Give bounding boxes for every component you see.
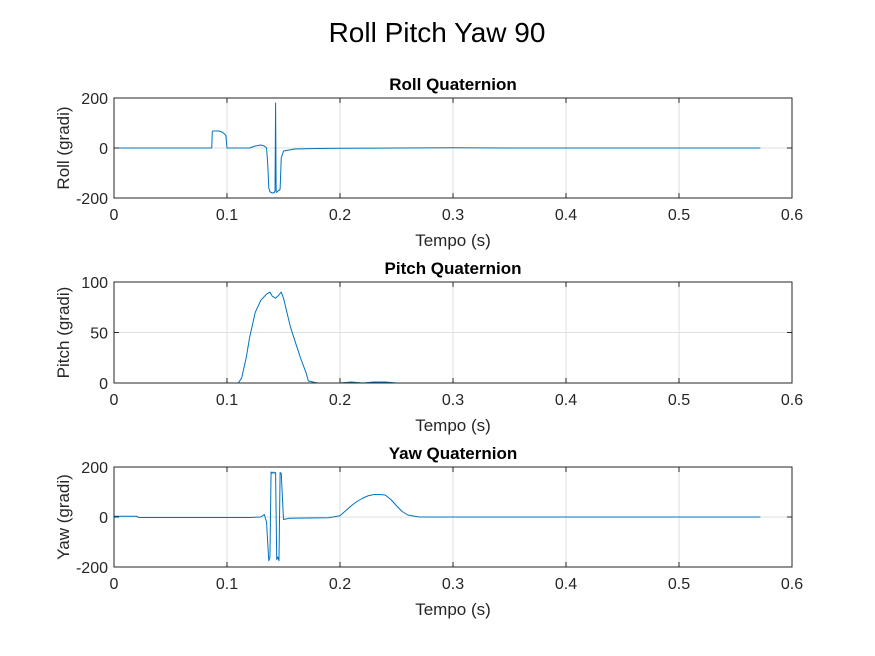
pitch-ylabel: Pitch (gradi) (54, 287, 73, 379)
yaw-xtick-label-5: 0.5 (668, 576, 690, 593)
pitch-ytick-label-1: 50 (90, 326, 108, 343)
roll-ytick-label-1: 0 (99, 141, 108, 158)
yaw-xtick-label-1: 0.1 (216, 576, 238, 593)
yaw-xlabel: Tempo (s) (415, 600, 491, 619)
roll-xtick-label-3: 0.3 (442, 207, 464, 224)
roll-xtick-label-6: 0.6 (781, 207, 803, 224)
roll-xtick-label-1: 0.1 (216, 207, 238, 224)
yaw-ytick-label-2: 200 (81, 460, 108, 477)
pitch-xtick-label-3: 0.3 (442, 392, 464, 409)
roll-title: Roll Quaternion (389, 75, 517, 94)
pitch-series-line-0 (114, 291, 761, 384)
roll-xtick-label-4: 0.4 (555, 207, 577, 224)
yaw-ytick-label-1: 0 (99, 510, 108, 527)
roll-xtick-label-5: 0.5 (668, 207, 690, 224)
roll-xlabel: Tempo (s) (415, 231, 491, 250)
yaw-series-line-0 (114, 471, 761, 562)
pitch-xtick-label-1: 0.1 (216, 392, 238, 409)
yaw-xtick-label-4: 0.4 (555, 576, 577, 593)
pitch-title: Pitch Quaternion (385, 259, 522, 278)
pitch-ytick-label-2: 100 (81, 275, 108, 292)
pitch-grid (113, 281, 793, 384)
pitch-xtick-label-2: 0.2 (329, 392, 351, 409)
pitch-ytick-label-0: 0 (99, 376, 108, 393)
yaw-title: Yaw Quaternion (389, 444, 517, 463)
yaw-ytick-label-0: -200 (76, 560, 108, 577)
roll-series-line-0 (114, 102, 761, 194)
roll-xtick-label-0: 0 (110, 207, 119, 224)
roll-ytick-label-2: 200 (81, 91, 108, 108)
pitch-xlabel: Tempo (s) (415, 416, 491, 435)
pitch-xtick-label-6: 0.6 (781, 392, 803, 409)
figure-title: Roll Pitch Yaw 90 (329, 17, 546, 48)
yaw-xtick-label-3: 0.3 (442, 576, 464, 593)
pitch-xtick-label-5: 0.5 (668, 392, 690, 409)
yaw-xtick-label-0: 0 (110, 576, 119, 593)
roll-ylabel: Roll (gradi) (54, 106, 73, 189)
yaw-ylabel: Yaw (gradi) (54, 474, 73, 560)
pitch-subplot: 0 0.1 0.2 0.3 0.4 0.5 0.6 0 50 100 Pitch Quaterni… (54, 259, 803, 435)
yaw-xtick-label-6: 0.6 (781, 576, 803, 593)
roll-ytick-label-0: -200 (76, 191, 108, 208)
pitch-xtick-label-0: 0 (110, 392, 119, 409)
pitch-tick-labels: 0 0.1 0.2 0.3 0.4 0.5 0.6 0 50 100 (81, 275, 803, 409)
yaw-xtick-label-2: 0.2 (329, 576, 351, 593)
pitch-xtick-label-4: 0.4 (555, 392, 577, 409)
roll-xtick-label-2: 0.2 (329, 207, 351, 224)
